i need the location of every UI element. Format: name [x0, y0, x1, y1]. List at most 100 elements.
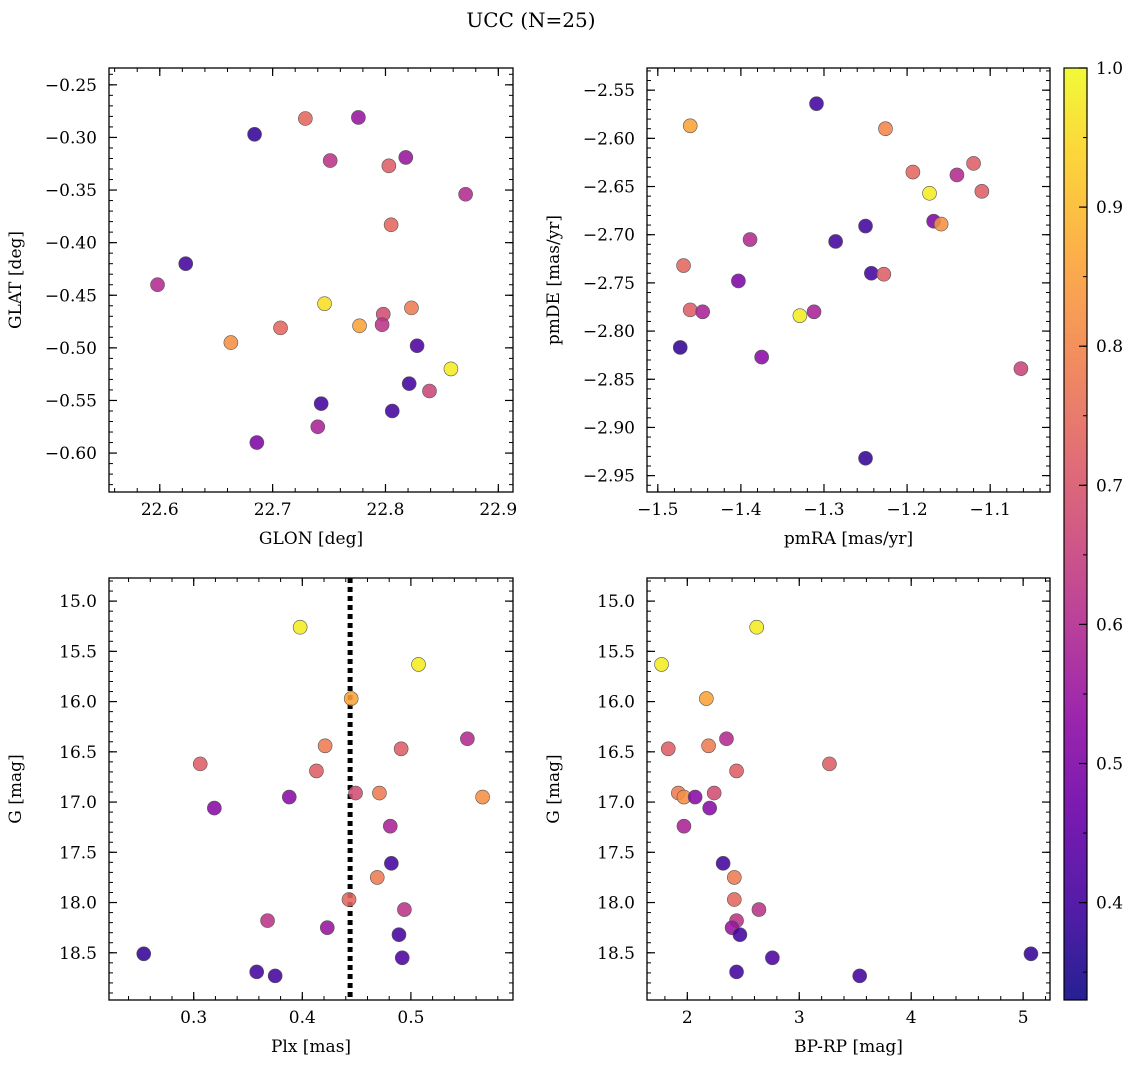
y-tick-label: 15.0	[597, 592, 635, 612]
colorbar-tick-label: 0.4	[1096, 894, 1123, 914]
data-point	[749, 619, 765, 635]
data-point	[682, 118, 698, 134]
x-axis-label: BP-RP [mag]	[794, 1037, 903, 1057]
colorbar: 0.4 0.5 0.6 0.7 0.8 0.9 1.0	[1063, 59, 1123, 1001]
data-point	[715, 856, 731, 871]
data-point	[397, 902, 412, 917]
x-axis-label: Plx [mas]	[271, 1037, 351, 1057]
data-point	[751, 902, 767, 917]
y-tick-label: 16.5	[59, 743, 97, 763]
data-point	[731, 273, 746, 289]
data-point	[207, 800, 222, 816]
y-tick-label: 18.5	[59, 944, 97, 964]
y-tick-label: −0.45	[45, 286, 97, 306]
data-point	[411, 657, 426, 672]
data-point	[809, 96, 824, 111]
plot-frame	[646, 577, 1051, 1001]
data-point	[460, 731, 475, 747]
panel-plx-g: 0.3 0.4 0.5 15.0 15.5 16.0 16.5 17.0 17.5 18.0 18.…	[6, 577, 514, 1057]
data-point	[317, 738, 333, 754]
data-point	[922, 185, 937, 201]
y-tick-label: −0.35	[45, 181, 97, 201]
data-point	[273, 320, 288, 336]
y-tick-label: −0.25	[45, 76, 97, 96]
data-point	[369, 870, 385, 885]
y-tick-label: −2.65	[583, 178, 635, 198]
data-point	[192, 756, 208, 772]
data-point	[864, 265, 879, 281]
figure-title: UCC (N=25)	[466, 8, 595, 32]
data-point	[310, 419, 326, 435]
data-point	[384, 403, 400, 419]
y-tick-label: −0.30	[45, 128, 97, 148]
x-tick-label: 22.6	[141, 500, 179, 520]
y-tick-label: 17.0	[59, 793, 97, 813]
x-tick-label: −1.3	[803, 500, 844, 520]
data-point	[742, 232, 758, 247]
x-tick-label: 5	[1018, 1008, 1029, 1028]
panel-glon-glat: 22.6 22.7 22.8 22.9 −0.60 −0.55 −0.50 −0.45 −0.4…	[6, 67, 517, 549]
plot-frame	[108, 577, 514, 1001]
data-point	[732, 927, 748, 942]
y-tick-label: −2.95	[583, 467, 635, 487]
x-tick-label: −1.2	[886, 500, 927, 520]
data-point	[858, 450, 873, 466]
data-point	[394, 950, 410, 966]
data-point	[828, 234, 843, 249]
data-point	[409, 338, 425, 354]
data-point	[260, 913, 275, 928]
data-point	[475, 789, 490, 805]
data-point	[372, 785, 387, 801]
y-tick-label: 18.0	[59, 894, 97, 914]
data-point	[309, 763, 324, 779]
data-point	[374, 317, 390, 333]
data-point	[247, 126, 262, 142]
y-tick-label: −2.75	[583, 274, 635, 294]
data-point	[806, 304, 822, 320]
data-point	[933, 216, 949, 232]
data-point	[660, 741, 676, 757]
y-tick-label: −2.60	[583, 129, 635, 149]
y-axis-label: pmDE [mas/yr]	[544, 215, 564, 345]
data-point	[391, 927, 407, 942]
data-point	[792, 308, 808, 323]
data-point	[676, 818, 692, 834]
data-point	[729, 763, 744, 779]
y-tick-label: −2.80	[583, 322, 635, 342]
data-point	[404, 300, 419, 316]
data-point	[719, 731, 734, 747]
data-point	[706, 785, 722, 801]
data-point	[401, 376, 417, 391]
data-point	[443, 361, 459, 377]
x-tick-label: 22.9	[479, 500, 517, 520]
data-point	[699, 691, 714, 706]
x-tick-label: 0.5	[397, 1008, 424, 1028]
data-point	[701, 738, 716, 754]
data-point	[381, 158, 397, 174]
data-point	[754, 349, 769, 365]
data-point	[178, 256, 194, 271]
y-tick-label: 17.5	[597, 843, 635, 863]
x-axis-label: pmRA [mas/yr]	[784, 529, 913, 549]
data-point	[348, 785, 363, 801]
x-tick-label: 0.3	[180, 1008, 207, 1028]
data-point	[298, 111, 313, 126]
x-tick-label: 4	[906, 1008, 917, 1028]
data-point	[351, 110, 366, 125]
y-axis-label: G [mag]	[6, 754, 26, 823]
panel-pmra-pmde: −1.5 −1.4 −1.3 −1.2 −1.1 −2.95 −2.90 −2.85 −2.80…	[544, 67, 1051, 549]
y-tick-label: 15.5	[59, 642, 97, 662]
data-point	[1013, 361, 1029, 376]
colorbar-tick-label: 0.9	[1096, 198, 1123, 218]
data-point	[343, 691, 359, 706]
colorbar-tick-label: 1.0	[1096, 59, 1123, 79]
data-point	[352, 318, 367, 334]
x-tick-label: 3	[794, 1008, 805, 1028]
x-tick-label: −1.4	[720, 500, 761, 520]
x-tick-label: −1.1	[970, 500, 1011, 520]
data-point	[727, 892, 742, 907]
y-tick-label: 18.5	[597, 944, 635, 964]
data-point	[949, 167, 965, 183]
data-point	[292, 619, 308, 635]
